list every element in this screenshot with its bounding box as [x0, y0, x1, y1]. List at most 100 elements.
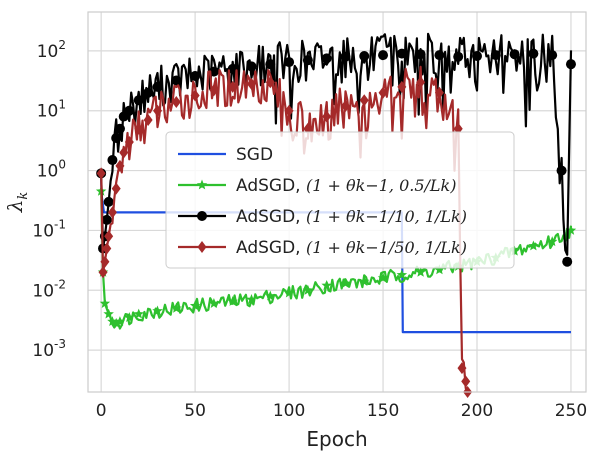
series-marker: [134, 122, 144, 135]
series-marker: [133, 308, 144, 319]
series-marker: [434, 86, 444, 99]
series-marker: [284, 57, 295, 68]
legend-item: AdSGD, (1 + θk−1/10, 1/Lk): [178, 207, 467, 227]
series-marker: [302, 284, 314, 295]
y-tick-label: 10-2: [32, 277, 66, 301]
series-marker: [509, 49, 520, 60]
legend-label: AdSGD, (1 + θk−1/10, 1/Lk): [236, 207, 467, 227]
series-marker: [99, 298, 111, 308]
series-marker: [114, 316, 126, 326]
series-marker: [124, 312, 135, 322]
series-marker: [152, 305, 163, 316]
series-marker: [228, 80, 238, 93]
series-marker: [171, 302, 182, 313]
x-tick-label: 200: [461, 401, 493, 421]
y-tick-label: 100: [37, 158, 66, 182]
legend-label: AdSGD, (1 + θk−1/50, 1/Lk): [236, 238, 467, 258]
series-marker: [111, 182, 121, 195]
series-marker: [415, 266, 426, 277]
series-marker: [415, 49, 426, 60]
y-tick-label: 10-3: [32, 337, 66, 361]
series-marker: [107, 316, 118, 326]
series-marker: [96, 167, 106, 180]
series-marker: [227, 296, 238, 306]
series-marker: [209, 84, 219, 97]
series-marker: [124, 105, 135, 116]
legend-item: AdSGD, (1 + θk−1/50, 1/Lk): [178, 238, 467, 258]
series-marker: [490, 50, 501, 61]
series-marker: [100, 255, 110, 268]
series-marker: [208, 298, 220, 308]
x-tick-label: 250: [555, 401, 587, 421]
series-marker: [153, 104, 163, 117]
series-marker: [265, 76, 275, 89]
series-marker: [124, 136, 134, 149]
legend-label: AdSGD, (1 + θk−1, 0.5/Lk): [236, 176, 456, 196]
series-marker: [101, 214, 112, 225]
series-marker: [143, 87, 154, 98]
legend-item: SGD: [178, 145, 273, 165]
series-marker: [190, 71, 201, 82]
series-marker: [359, 276, 370, 286]
series-marker: [265, 290, 276, 301]
series-marker: [509, 245, 520, 256]
series-marker: [546, 236, 558, 247]
y-tick-label: 102: [37, 38, 66, 62]
series-marker: [283, 287, 295, 298]
series-marker: [246, 61, 257, 72]
x-axis-label: Epoch: [306, 427, 367, 451]
series-marker: [378, 50, 389, 61]
x-tick-label: 150: [367, 401, 399, 421]
series-line: [100, 65, 469, 396]
series-marker: [104, 230, 114, 243]
y-tick-label: 101: [37, 98, 66, 122]
series-marker: [152, 81, 163, 92]
series-marker: [565, 224, 577, 235]
x-tick-label: 100: [273, 401, 305, 421]
series-marker: [171, 95, 181, 108]
series-marker: [171, 75, 182, 86]
series-marker: [556, 165, 567, 176]
series-marker: [359, 94, 369, 107]
series-marker: [340, 277, 351, 288]
x-tick-labels: 0 50 100 150 200 250: [96, 401, 587, 421]
series-marker: [321, 53, 332, 64]
series-marker: [107, 155, 118, 166]
series-marker: [547, 50, 558, 61]
series-marker: [143, 114, 153, 127]
series-marker: [114, 123, 125, 134]
series-marker: [321, 280, 332, 290]
series-marker: [397, 80, 407, 93]
legend-marker: [196, 179, 208, 190]
series-marker: [562, 256, 573, 267]
legend-marker: [197, 211, 207, 221]
series-marker: [189, 300, 201, 311]
legend-label: SGD: [236, 145, 273, 165]
series-marker: [111, 133, 122, 144]
series-marker: [434, 264, 445, 275]
series-marker: [265, 59, 276, 70]
series-marker: [227, 63, 238, 74]
series-marker: [378, 86, 388, 99]
series-marker: [565, 59, 576, 70]
series-marker: [246, 77, 256, 90]
y-tick-labels: 10-3 10-2 10-1 100 101 102: [32, 38, 66, 361]
series-marker: [115, 159, 125, 172]
series-marker: [98, 266, 108, 279]
x-tick-label: 0: [96, 401, 107, 421]
legend-box: [165, 131, 515, 269]
series-marker: [322, 110, 332, 123]
series-marker: [246, 294, 257, 304]
series-marker: [377, 272, 389, 283]
series-marker: [396, 269, 408, 280]
series-4: [96, 65, 473, 398]
series-marker: [340, 51, 351, 62]
x-tick-label: 50: [184, 401, 206, 421]
series-marker: [416, 76, 426, 89]
series-marker: [302, 55, 313, 66]
series-marker: [340, 100, 350, 113]
series-marker: [107, 206, 117, 219]
y-tick-label: 10-1: [32, 217, 66, 241]
series-marker: [284, 104, 294, 117]
